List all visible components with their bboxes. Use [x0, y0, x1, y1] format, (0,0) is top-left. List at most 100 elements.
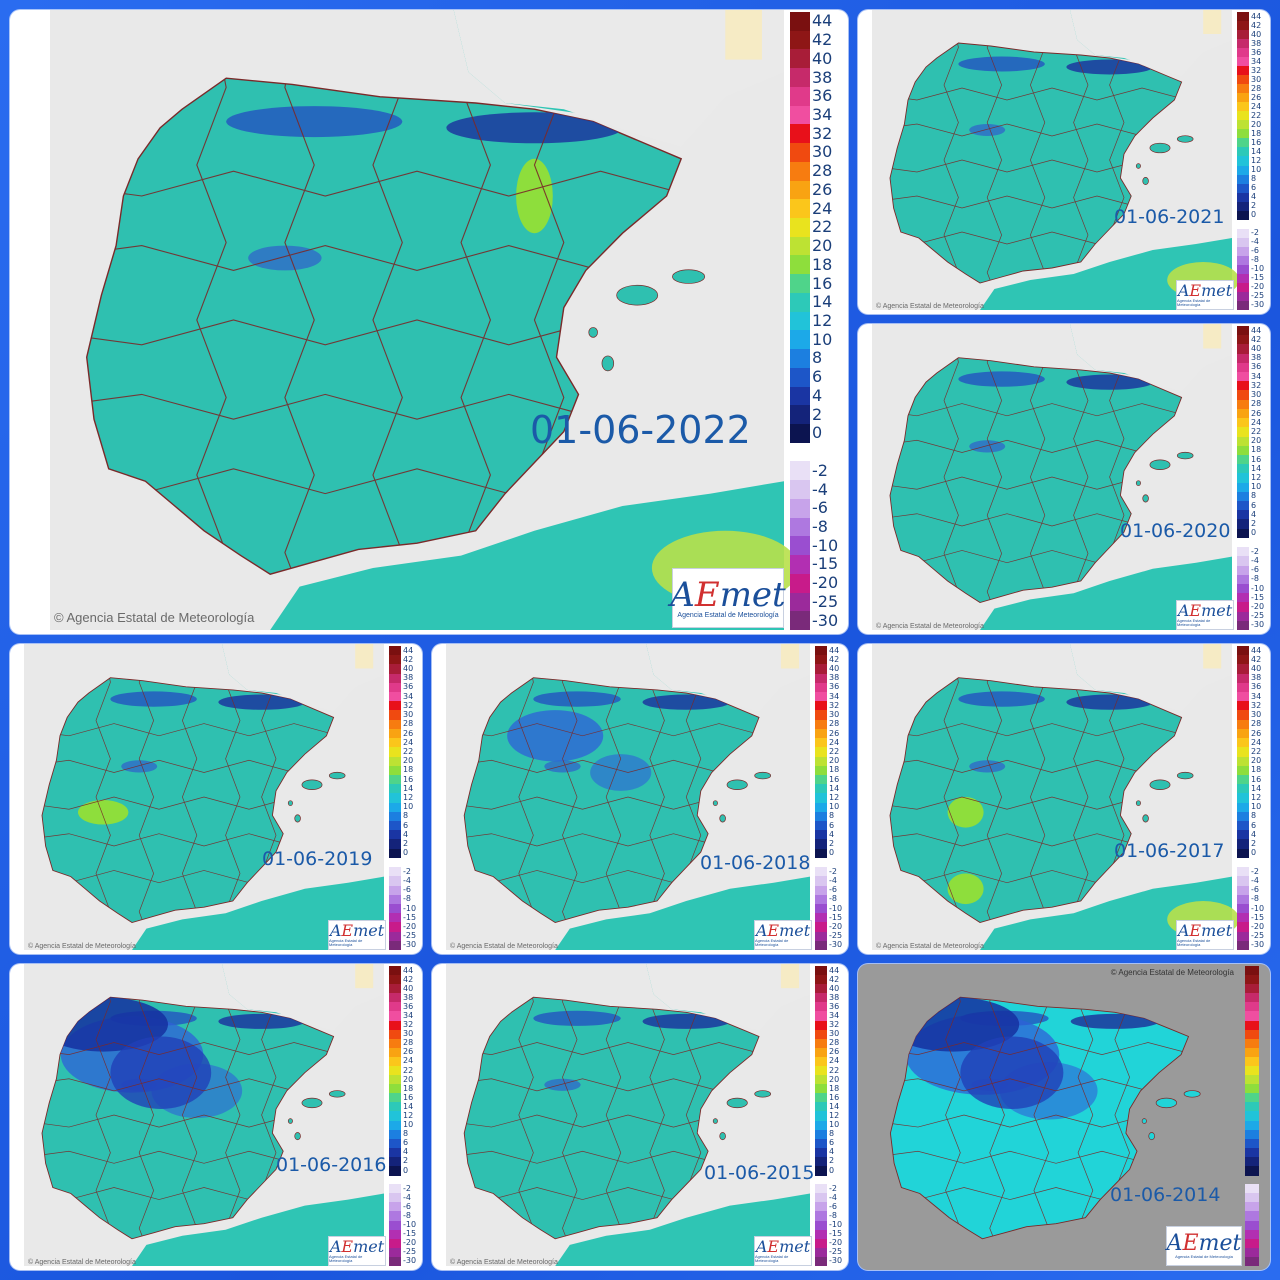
- legend-swatch: [1237, 282, 1249, 293]
- legend-swatch: [389, 728, 401, 739]
- legend-label: -20: [1251, 921, 1265, 931]
- legend-swatch: [815, 1120, 827, 1131]
- legend-label: -4: [403, 875, 411, 885]
- legend-swatch: [1237, 510, 1249, 520]
- legend-label: 34: [829, 1011, 840, 1020]
- legend-label: 32: [829, 1020, 840, 1030]
- legend-label: -2: [403, 1183, 411, 1193]
- legend-swatch: [1237, 372, 1249, 382]
- legend-swatch: [815, 774, 827, 785]
- legend-swatch: [790, 124, 810, 144]
- legend-swatch: [815, 885, 827, 896]
- legend-label: 0: [1251, 848, 1257, 858]
- legend-swatch: [815, 655, 827, 665]
- legend-label: 30: [1251, 710, 1262, 720]
- weather-map-2022: [50, 10, 799, 630]
- legend-swatch: [1237, 664, 1249, 675]
- legend-swatch: [1237, 255, 1249, 266]
- legend-swatch: [1245, 1084, 1259, 1094]
- legend-label: 36: [1251, 47, 1262, 57]
- aemet-logo: AEmet Agencia Estatal de Meteorología: [1176, 600, 1234, 630]
- legend-label: -30: [812, 610, 839, 630]
- africa-land: [132, 1193, 384, 1266]
- legend-swatch: [1245, 1011, 1259, 1022]
- legend-swatch: [1245, 1229, 1259, 1240]
- legend-swatch: [1237, 192, 1249, 203]
- legend-label: -25: [403, 931, 417, 941]
- credit-text: © Agencia Estatal de Meteorología: [54, 610, 255, 625]
- legend-swatch: [790, 218, 810, 238]
- legend-swatch: [389, 1066, 401, 1076]
- legend-label: 36: [403, 1001, 414, 1011]
- legend-swatch: [389, 1220, 401, 1231]
- legend-swatch: [815, 802, 827, 813]
- legend-swatch: [1237, 821, 1249, 831]
- legend-label: 40: [829, 983, 840, 993]
- iberian-peninsula: [889, 677, 1183, 923]
- legend-swatch: [1237, 692, 1249, 702]
- legend-label: 2: [829, 1156, 835, 1166]
- legend-swatch: [1245, 1247, 1259, 1258]
- legend-label: 42: [1251, 654, 1262, 664]
- legend-label: 22: [403, 746, 414, 756]
- legend-swatch: [1245, 1238, 1259, 1249]
- legend-swatch: [1237, 445, 1249, 456]
- map-date-label: 01-06-2018: [700, 852, 811, 874]
- logo-wordmark: AEmet: [329, 1237, 385, 1256]
- legend-swatch: [815, 710, 827, 721]
- legend-label: -20: [403, 1238, 417, 1248]
- legend-label: 4: [1251, 829, 1257, 839]
- legend-swatch: [389, 1156, 401, 1167]
- legend-swatch: [815, 756, 827, 767]
- legend-label: 36: [403, 682, 414, 692]
- map-panel-2017: 44 42 40 38 36 34 32 30 28 26 24 22 20 18 16 14 12 10 8 6 4 2…: [858, 644, 1270, 954]
- legend-swatch: [815, 1102, 827, 1112]
- legend-swatch: [1237, 784, 1249, 794]
- legend-swatch: [1237, 719, 1249, 730]
- legend-swatch: [389, 1184, 401, 1194]
- legend-label: 32: [403, 700, 414, 710]
- logo-wordmark: AEmet: [1166, 1231, 1242, 1256]
- legend-label: 6: [403, 1138, 409, 1148]
- legend-label: 24: [1251, 737, 1262, 747]
- legend-label: -2: [829, 1183, 837, 1193]
- legend-label: -10: [829, 903, 843, 913]
- legend-label: -15: [1251, 912, 1265, 922]
- legend-swatch: [790, 592, 810, 612]
- legend-swatch: [815, 1238, 827, 1249]
- legend-swatch: [815, 1011, 827, 1022]
- france-land: [1070, 644, 1232, 712]
- legend-swatch: [1237, 291, 1249, 302]
- legend-swatch: [389, 984, 401, 994]
- legend-swatch: [1237, 57, 1249, 67]
- legend-swatch: [1237, 646, 1249, 656]
- legend-label: 18: [829, 765, 840, 775]
- legend-swatch: [1237, 418, 1249, 428]
- legend-label: 8: [1251, 811, 1257, 821]
- legend-swatch: [389, 1120, 401, 1131]
- legend-label: -2: [812, 460, 828, 480]
- legend-swatch: [389, 1129, 401, 1140]
- legend-swatch: [1237, 903, 1249, 914]
- legend-label: -10: [1251, 264, 1265, 274]
- legend-label: 42: [1251, 20, 1262, 30]
- aemet-logo: AEmet Agencia Estatal de Meteorología: [754, 1236, 812, 1266]
- legend-swatch: [389, 1075, 401, 1085]
- legend-swatch: [1237, 519, 1249, 530]
- legend-swatch: [1245, 966, 1259, 976]
- legend-label: -8: [812, 517, 828, 536]
- legend-swatch: [1237, 427, 1249, 438]
- france-land: [1070, 10, 1232, 76]
- legend-swatch: [815, 922, 827, 933]
- legend-swatch: [790, 480, 810, 500]
- legend-swatch: [790, 330, 810, 350]
- legend-label: 12: [829, 793, 840, 802]
- legend-label: 20: [829, 1074, 840, 1084]
- legend-label: -2: [403, 866, 411, 876]
- logo-subtitle: Agencia Estatal de Meteorología: [1177, 938, 1211, 947]
- legend-swatch: [815, 1202, 827, 1212]
- legend-label: 44: [1251, 11, 1262, 21]
- legend-swatch: [790, 461, 810, 481]
- aemet-logo: AEmet Agencia Estatal de Meteorología: [328, 1236, 386, 1266]
- legend-label: 40: [1251, 344, 1262, 354]
